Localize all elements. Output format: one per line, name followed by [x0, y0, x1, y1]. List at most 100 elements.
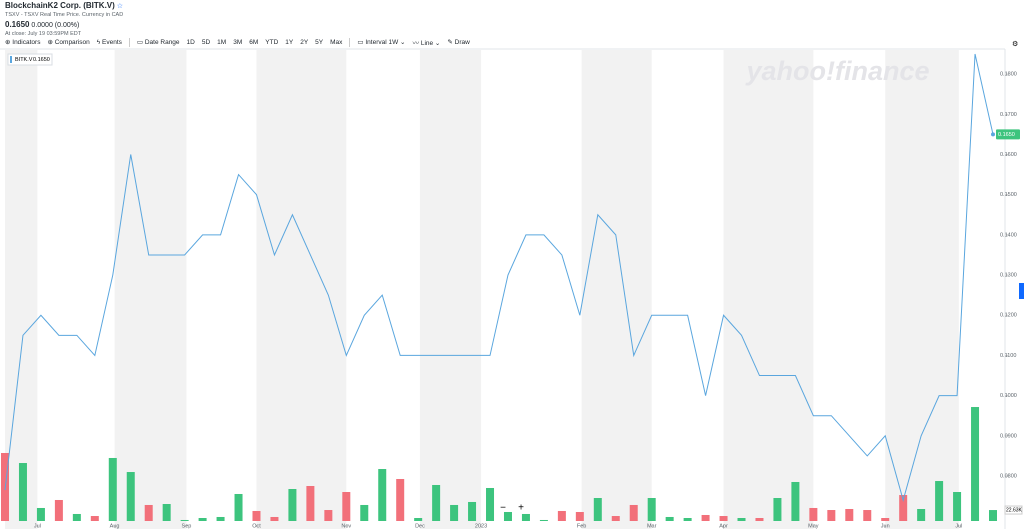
range-button[interactable]: 1M: [217, 38, 227, 46]
indicators-button[interactable]: ⊕ Indicators: [5, 39, 41, 46]
month-band: [114, 50, 187, 529]
volume-bar: [144, 504, 153, 521]
volume-bar: [54, 499, 63, 521]
month-band: [885, 50, 959, 529]
range-button[interactable]: Max: [330, 38, 343, 46]
price: 0.1650: [5, 20, 30, 29]
range-button[interactable]: 1D: [186, 38, 195, 46]
legend-name: BITK.V: [15, 57, 33, 63]
volume-bar: [521, 513, 530, 521]
volume-tag: [1004, 505, 1023, 515]
background-bands: [5, 50, 959, 529]
volume-bar: [90, 516, 99, 521]
x-tick-label: Nov: [341, 523, 351, 529]
volume-bar: [827, 510, 836, 521]
volume-bar: [809, 507, 818, 521]
volume-bar: [108, 457, 117, 521]
range-button[interactable]: 6M: [249, 38, 259, 46]
range-button[interactable]: 3M: [233, 38, 243, 46]
zoom-out[interactable]: −: [500, 503, 506, 514]
volume-bar: [629, 504, 638, 521]
month-band: [5, 50, 38, 529]
scroll-handle[interactable]: [1019, 283, 1024, 299]
y-tick-label: 0.1600: [1000, 152, 1017, 158]
price-tag: [996, 129, 1020, 140]
close-time: At close: July 19 03:59PM EDT: [5, 31, 82, 37]
exchange: TSXV - TSXV Real Time Price. Currency in…: [5, 12, 124, 18]
range-buttons: 1D 5D 1M 3M 6M YTD 1Y 2Y 5Y Max: [187, 39, 343, 46]
range-button[interactable]: YTD: [265, 38, 279, 46]
last-point: [991, 132, 995, 137]
volume-bar: [468, 501, 477, 521]
x-tick-label: Jun: [881, 523, 890, 529]
date-range-button[interactable]: ▭ Date Range: [136, 39, 180, 46]
volume-bar: [971, 407, 980, 521]
events-button[interactable]: ϟ Events: [96, 38, 122, 46]
volume-bar: [486, 487, 495, 521]
range-button[interactable]: 5Y: [315, 38, 324, 46]
change: 0.0000: [31, 22, 53, 29]
volume-bar: [989, 510, 997, 521]
volume-bar: [845, 508, 854, 521]
label: Interval: [365, 39, 387, 46]
value: 1W: [388, 39, 399, 46]
volume-bar: [773, 498, 782, 521]
range-button[interactable]: 1Y: [285, 38, 294, 46]
x-tick-label: Jul: [34, 523, 41, 529]
y-tick-label: 0.1700: [1000, 112, 1017, 118]
draw-button[interactable]: ✎ Draw: [447, 39, 470, 46]
volume-bar: [414, 517, 423, 521]
x-tick-label: May: [808, 523, 819, 529]
volume-bar: [575, 511, 584, 521]
label: Indicators: [12, 39, 41, 46]
volume-bar: [611, 516, 620, 521]
x-tick-label: Mar: [647, 523, 657, 529]
comparison-button[interactable]: ⊕ Comparison: [47, 39, 90, 46]
volume-bar: [360, 504, 369, 521]
volume-bar: [917, 508, 926, 521]
volume-bar: [953, 492, 962, 521]
range-button[interactable]: 5D: [201, 38, 211, 46]
volume-bar: [450, 504, 459, 521]
legend-value: 0.1650: [33, 57, 50, 63]
y-tick-label: 0.1200: [1000, 313, 1017, 319]
volume-bar: [252, 510, 261, 521]
settings-icon[interactable]: ⚙: [1012, 40, 1018, 48]
volume-bar: [665, 516, 674, 521]
toolbar: ⊕ Indicators ⊕ Comparison ϟ Events ▭ Dat…: [5, 37, 470, 47]
month-band: [581, 50, 652, 529]
volume-bar: [126, 472, 135, 521]
volume-bar: [198, 517, 207, 521]
y-tick-label: 0.1800: [1000, 72, 1017, 78]
legend-box: [7, 53, 53, 66]
change-pct: (0.00%): [54, 22, 80, 29]
interval-button[interactable]: ▭ Interval 1W ⌄: [357, 39, 406, 46]
x-tick-label: Jul: [955, 523, 962, 529]
volume-bar: [755, 517, 764, 521]
y-tick-label: 0.1300: [1000, 273, 1017, 279]
legend-swatch: [10, 56, 12, 63]
volume-bar: [593, 498, 602, 521]
volume-bar: [396, 478, 405, 521]
label: Line: [420, 40, 434, 47]
x-tick-label: Aug: [110, 523, 120, 529]
range-button[interactable]: 2Y: [300, 38, 309, 46]
volume-bar: [863, 510, 872, 521]
y-tick-label: 0.0800: [1000, 473, 1017, 479]
volume-bar: [72, 513, 81, 521]
label: Draw: [454, 39, 470, 46]
volume-bar: [288, 489, 297, 521]
zoom-in[interactable]: +: [518, 503, 524, 514]
volume-bar: [234, 493, 243, 521]
volume-bar: [539, 519, 548, 521]
volume-bar: [18, 463, 27, 521]
y-tick-label: 0.1100: [1000, 353, 1016, 359]
month-band: [419, 50, 482, 529]
chart-style-button[interactable]: 〰 Line ⌄: [412, 40, 441, 47]
volume-bar: [503, 511, 512, 521]
price-tag-label: 0.1650: [998, 132, 1015, 138]
month-band: [723, 50, 814, 529]
y-tick-label: 0.0900: [1000, 433, 1017, 439]
